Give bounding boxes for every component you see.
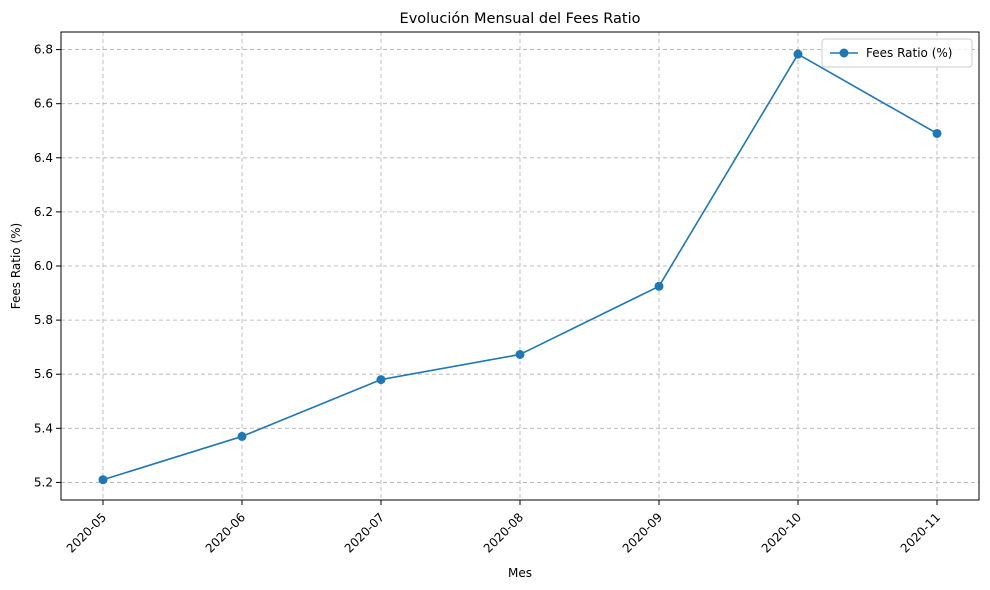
x-tick-label: 2020-08 [481, 510, 526, 555]
series-layer [98, 49, 942, 485]
data-point [376, 375, 386, 385]
ticks-layer: 5.2 5.4 5.6 5.8 6.0 6.2 6.4 6.6 6.8 2020-05 2020-0… [34, 43, 943, 556]
legend: Fees Ratio (%) [821, 38, 973, 68]
y-tick-label: 6.8 [34, 43, 53, 57]
x-tick-label: 2020-10 [759, 510, 804, 555]
y-axis-title: Fees Ratio (%) [9, 223, 23, 309]
data-point [654, 281, 664, 291]
y-tick-label: 5.2 [34, 475, 53, 489]
y-tick-label: 6.2 [34, 205, 53, 219]
y-tick-label: 5.4 [34, 421, 53, 435]
data-point [515, 349, 525, 359]
y-tick-label: 5.8 [34, 313, 53, 327]
data-point [237, 431, 247, 441]
x-tick-label: 2020-05 [64, 510, 109, 555]
legend-marker-swatch [839, 48, 849, 58]
legend-box [821, 38, 973, 68]
x-tick-label: 2020-09 [620, 510, 665, 555]
x-tick-label: 2020-11 [898, 510, 943, 555]
chart-title: Evolución Mensual del Fees Ratio [400, 11, 641, 27]
y-tick-label: 6.0 [34, 259, 53, 273]
x-axis-title: Mes [508, 566, 532, 580]
x-tick-label: 2020-07 [342, 510, 387, 555]
y-tick-label: 5.6 [34, 367, 53, 381]
grid-layer [61, 32, 979, 500]
data-point [98, 475, 108, 485]
data-point [793, 49, 803, 59]
data-point [932, 128, 942, 138]
x-tick-label: 2020-06 [203, 510, 248, 555]
y-tick-label: 6.6 [34, 97, 53, 111]
y-tick-label: 6.4 [34, 151, 53, 165]
legend-label: Fees Ratio (%) [866, 46, 952, 60]
